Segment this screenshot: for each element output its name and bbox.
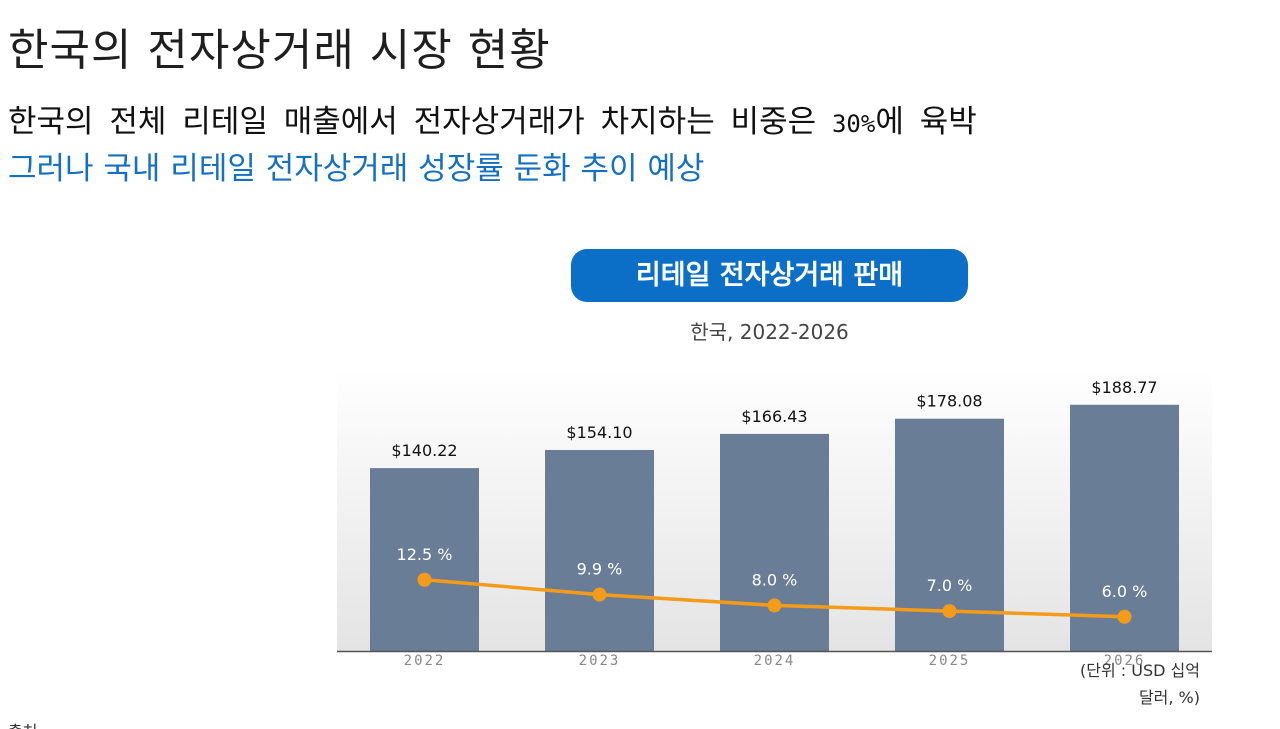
unit-label-line-1: (단위 : USD 십억 — [1080, 661, 1200, 680]
line-series-group — [417, 572, 1132, 624]
unit-label-line-2: 달러, %) — [1138, 688, 1200, 707]
growth-label-2022: 12.5 % — [397, 545, 453, 564]
growth-label-2025: 7.0 % — [927, 576, 973, 595]
unit-label: (단위 : USD 십억 달러, %) — [1040, 657, 1200, 711]
headline-highlight: 30% — [831, 110, 876, 138]
growth-point-2025 — [942, 604, 957, 619]
growth-point-2026 — [1117, 609, 1132, 624]
label-group: $140.22 2022 $154.10 2023 $166.43 2024 $178.08… — [391, 378, 1157, 669]
bar-value-label-2023: $154.10 — [566, 423, 632, 442]
headline-line-2: 그러나 국내 리테일 전자상거래 성장률 둔화 추이 예상 — [8, 151, 705, 187]
headline-line-1: 한국의 전체 리테일 매출에서 전자상거래가 차지하는 비중은 30%에 육박 — [8, 96, 977, 141]
bar-2022 — [370, 468, 479, 651]
x-tick-label-2022: 2022 — [404, 653, 446, 669]
headline-line-1-text: 한국의 전체 리테일 매출에서 전자상거래가 차지하는 비중은 — [8, 104, 832, 140]
bar-value-label-2026: $188.77 — [1091, 378, 1157, 397]
growth-label-2024: 8.0 % — [752, 570, 798, 589]
x-tick-label-2023: 2023 — [579, 653, 621, 669]
bar-value-label-2025: $178.08 — [916, 392, 982, 411]
bar-2024 — [720, 433, 829, 651]
growth-point-2023 — [592, 587, 607, 602]
bar-2023 — [545, 449, 654, 651]
growth-point-2022 — [417, 572, 432, 587]
growth-label-2026: 6.0 % — [1102, 582, 1148, 601]
chart-title-pill: 리테일 전자상거래 판매 — [571, 249, 968, 302]
bar-value-label-2024: $166.43 — [741, 407, 807, 426]
x-tick-label-2026: 2026 — [1104, 653, 1146, 669]
chart-subtitle: 한국, 2022-2026 — [690, 320, 849, 344]
headline-line-1-suffix: 에 육박 — [875, 104, 977, 140]
bar-value-label-2022: $140.22 — [391, 441, 457, 460]
growth-point-2024 — [767, 598, 782, 613]
source-label: 출처 — [8, 718, 37, 729]
page-title: 한국의 전자상거래 시장 현황 — [8, 25, 551, 76]
growth-label-2023: 9.9 % — [577, 560, 623, 579]
x-tick-label-2025: 2025 — [929, 653, 971, 669]
x-tick-label-2024: 2024 — [754, 653, 796, 669]
